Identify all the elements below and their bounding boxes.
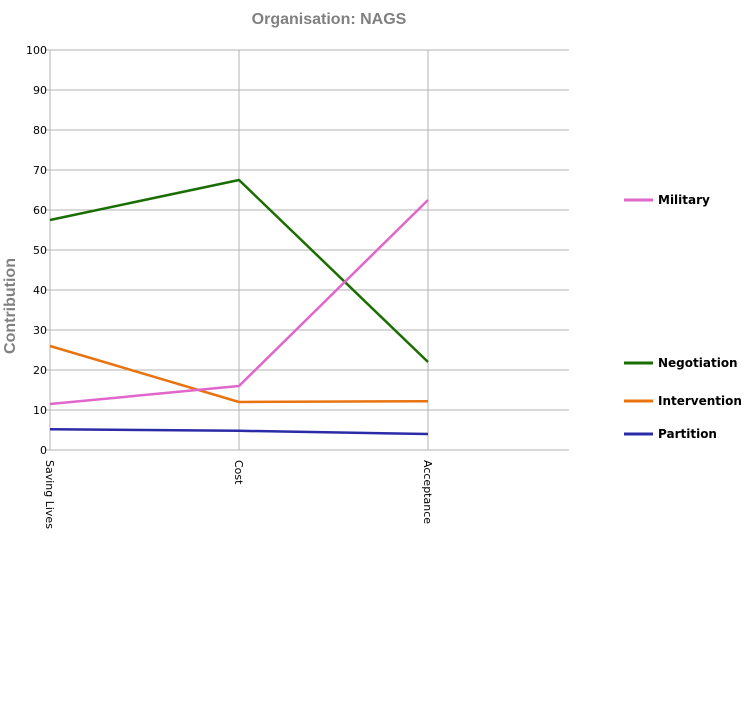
y-tick-label: 80 — [33, 124, 47, 137]
y-tick-label: 50 — [33, 244, 47, 257]
y-tick-label: 90 — [33, 84, 47, 97]
y-tick-label: 30 — [33, 324, 47, 337]
legend-label-partition: Partition — [658, 427, 717, 441]
series-lines — [49, 178, 429, 436]
chart-title: Organisation: NAGS — [252, 11, 407, 28]
y-tick-label: 10 — [33, 404, 47, 417]
x-tick-label: Acceptance — [421, 460, 434, 524]
x-tick-label: Cost — [232, 460, 245, 485]
series-line-partition — [49, 427, 429, 436]
series-line-military — [49, 199, 429, 406]
grid — [45, 49, 569, 451]
series-line-intervention — [49, 344, 429, 404]
legend-label-military: Military — [658, 193, 710, 207]
y-tick-labels: 0 10 20 30 40 50 60 70 80 90 100 — [26, 44, 47, 457]
x-tick-labels: Saving Lives Cost Acceptance — [43, 460, 434, 529]
y-tick-label: 70 — [33, 164, 47, 177]
y-tick-label: 100 — [26, 44, 47, 57]
y-tick-label: 20 — [33, 364, 47, 377]
legend-label-negotiation: Negotiation — [658, 356, 738, 370]
series-line-negotiation — [49, 178, 429, 363]
y-tick-label: 0 — [40, 444, 47, 457]
legend-label-intervention: Intervention — [658, 394, 742, 408]
y-tick-label: 60 — [33, 204, 47, 217]
x-tick-label: Saving Lives — [43, 460, 56, 529]
y-tick-label: 40 — [33, 284, 47, 297]
y-axis-label: Contribution — [2, 258, 19, 354]
legend: Military Negotiation Intervention Partition — [624, 193, 742, 441]
